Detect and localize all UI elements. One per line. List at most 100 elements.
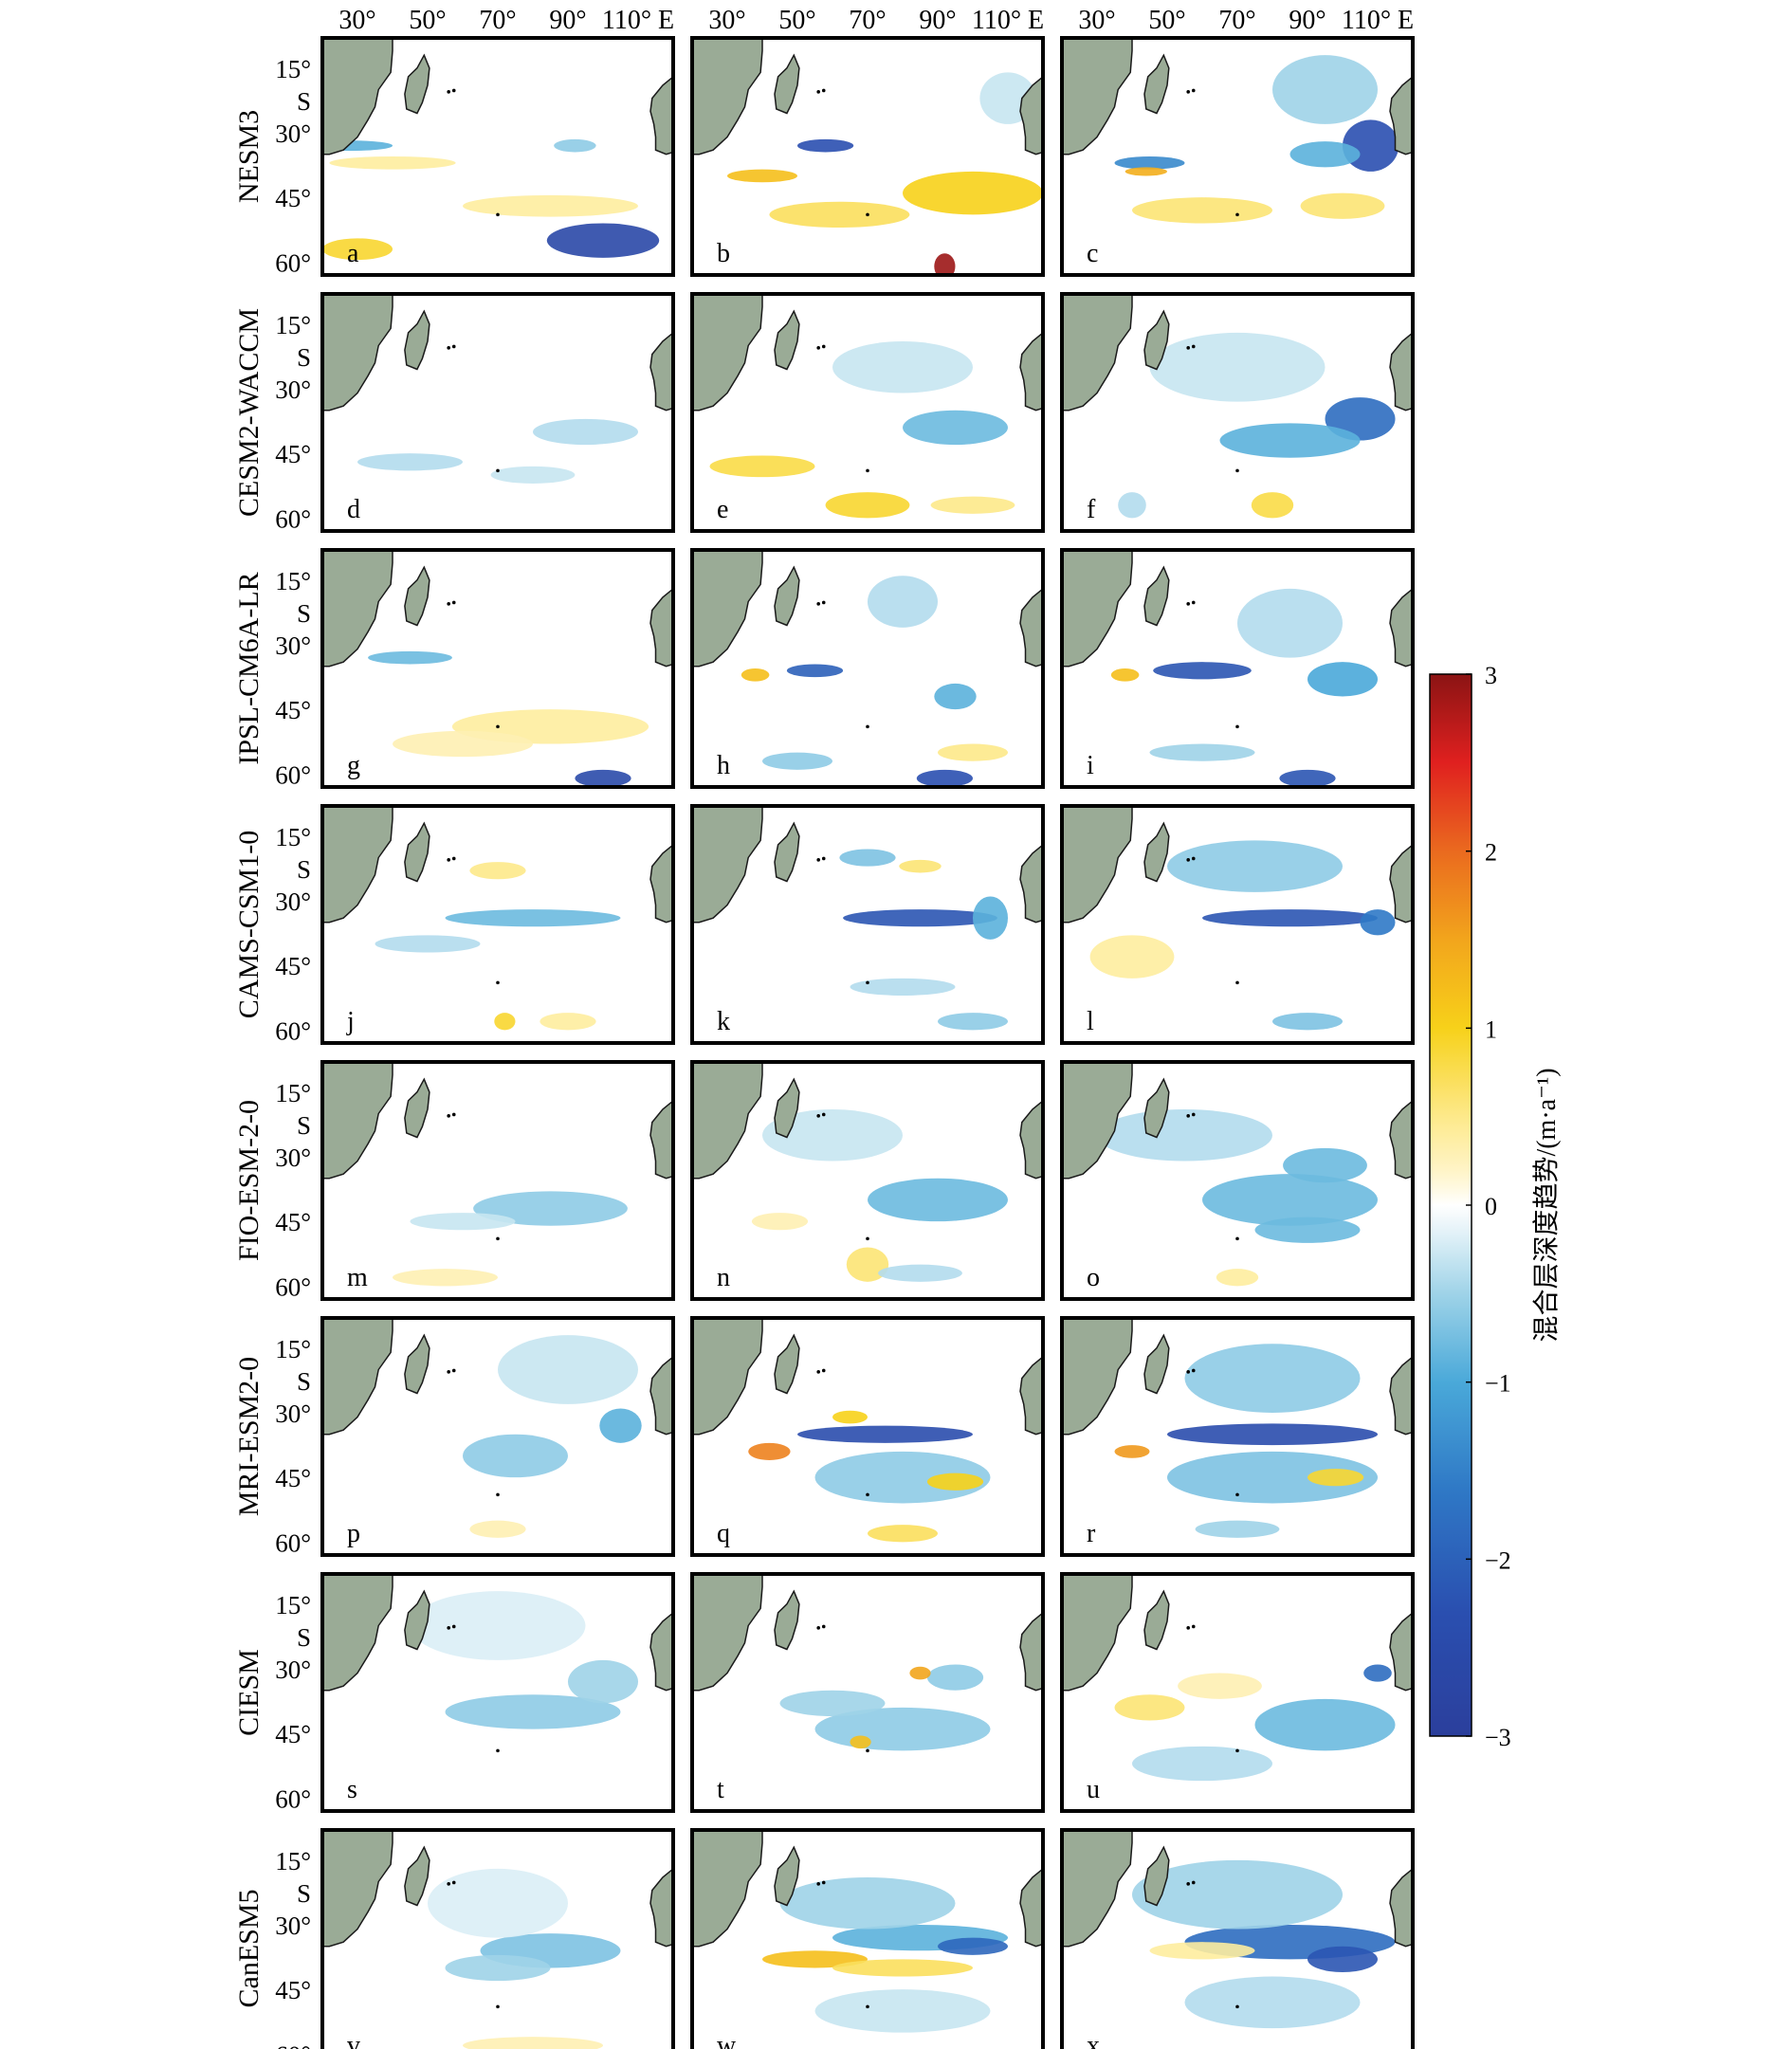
- longitude-label: 70°: [479, 6, 516, 35]
- madagascar-landmass: [774, 53, 800, 115]
- latitude-label: S: [297, 87, 311, 116]
- trend-patch: [410, 1591, 586, 1660]
- madagascar-landmass: [1143, 53, 1170, 115]
- latitude-label: 60°: [275, 2040, 311, 2049]
- map-panel: r: [1060, 1316, 1415, 1557]
- panel-frame: [690, 548, 1045, 789]
- trend-patch: [751, 1213, 809, 1231]
- island-marker: [451, 1112, 456, 1117]
- island-marker: [496, 212, 500, 217]
- panel-frame: [690, 1828, 1045, 2049]
- island-marker: [1191, 600, 1196, 605]
- australia-landmass: [1389, 75, 1413, 156]
- trend-patch: [916, 769, 973, 787]
- trend-patch: [568, 1659, 638, 1704]
- island-marker: [451, 856, 456, 861]
- africa-landmass: [1062, 806, 1133, 924]
- madagascar-landmass: [774, 565, 800, 627]
- longitude-label: 90°: [919, 6, 956, 35]
- trend-patch: [814, 1989, 991, 2033]
- latitude-label: 60°: [275, 760, 311, 789]
- map-panel: m: [320, 1060, 675, 1301]
- trend-patch: [850, 1735, 871, 1749]
- longitude-label: 30°: [708, 6, 745, 35]
- island-marker: [866, 1492, 869, 1497]
- island-marker: [496, 1748, 500, 1753]
- trend-patch: [1097, 1109, 1272, 1162]
- africa-landmass: [322, 550, 393, 668]
- latitude-label: 45°: [275, 184, 311, 212]
- island-marker: [447, 1114, 451, 1118]
- panel-letter: k: [717, 1007, 730, 1036]
- trend-patch: [832, 1959, 973, 1977]
- latitude-label: 15°: [275, 55, 311, 83]
- map-panel: l: [1060, 804, 1415, 1045]
- longitude-label: 50°: [409, 6, 446, 35]
- australia-landmass: [649, 1355, 673, 1436]
- trend-patch: [494, 1013, 516, 1031]
- island-marker: [866, 1748, 869, 1753]
- latitude-label: 30°: [275, 631, 311, 660]
- island-marker: [1186, 1370, 1190, 1374]
- africa-landmass: [1062, 1062, 1133, 1180]
- panel-grid: NESM3 15° S 30° 45° 60° a b c CESM2-WACCM 15° S 30° 4…: [233, 36, 1415, 2049]
- trend-patch: [938, 743, 1008, 761]
- africa-landmass: [322, 38, 393, 156]
- trend-patch: [1283, 1147, 1367, 1183]
- island-marker: [1191, 1368, 1196, 1373]
- trend-patch: [779, 1690, 886, 1716]
- trend-patch: [1254, 1698, 1396, 1751]
- trend-patch: [1132, 1859, 1343, 1930]
- latitude-label: 45°: [275, 696, 311, 724]
- trend-patch: [926, 1473, 984, 1491]
- madagascar-landmass: [1143, 1077, 1170, 1139]
- africa-landmass: [692, 1574, 763, 1692]
- madagascar-landmass: [774, 1077, 800, 1139]
- trend-patch: [1307, 662, 1378, 697]
- island-marker: [1186, 858, 1190, 862]
- panel-frame: [1060, 548, 1415, 789]
- trend-patch: [546, 223, 660, 258]
- trend-patch: [1184, 1344, 1361, 1413]
- panel-letter: r: [1087, 1519, 1096, 1548]
- australia-landmass: [649, 1611, 673, 1692]
- madagascar-landmass: [404, 1333, 430, 1395]
- latitude-label: 30°: [275, 1143, 311, 1172]
- panel-frame: [1060, 36, 1415, 277]
- trend-patch: [1132, 197, 1272, 224]
- colorbar-tick-label: −2: [1485, 1546, 1511, 1574]
- map-panel: n: [690, 1060, 1045, 1301]
- trend-patch: [748, 1442, 791, 1460]
- island-marker: [447, 1370, 451, 1374]
- madagascar-landmass: [1143, 1589, 1170, 1651]
- island-marker: [447, 1626, 451, 1630]
- trend-patch: [599, 1408, 642, 1443]
- island-marker: [1186, 1882, 1190, 1886]
- island-marker: [821, 856, 826, 861]
- island-marker: [816, 346, 820, 350]
- madagascar-landmass: [1143, 1333, 1170, 1395]
- island-marker: [821, 344, 826, 349]
- trend-patch: [727, 169, 797, 183]
- island-marker: [447, 858, 451, 862]
- australia-landmass: [649, 1099, 673, 1180]
- panel-letter: q: [717, 1519, 730, 1548]
- madagascar-landmass: [1143, 821, 1170, 883]
- model-label: CESM2-WACCM: [233, 308, 265, 517]
- africa-landmass: [1062, 1318, 1133, 1436]
- australia-landmass: [1389, 1099, 1413, 1180]
- trend-patch: [1114, 1445, 1150, 1458]
- trend-patch: [428, 1868, 568, 1938]
- australia-landmass: [649, 587, 673, 668]
- trend-patch: [899, 859, 942, 873]
- trend-patch: [934, 253, 956, 275]
- map-panel: t: [690, 1572, 1045, 1813]
- australia-landmass: [649, 75, 673, 156]
- trend-patch: [1272, 1013, 1343, 1031]
- panel-frame: [690, 1572, 1045, 1813]
- trend-patch: [839, 849, 896, 867]
- latitude-label: 60°: [275, 504, 311, 533]
- trend-patch: [463, 194, 638, 217]
- map-panel: x: [1060, 1828, 1415, 2049]
- africa-landmass: [692, 1830, 763, 1948]
